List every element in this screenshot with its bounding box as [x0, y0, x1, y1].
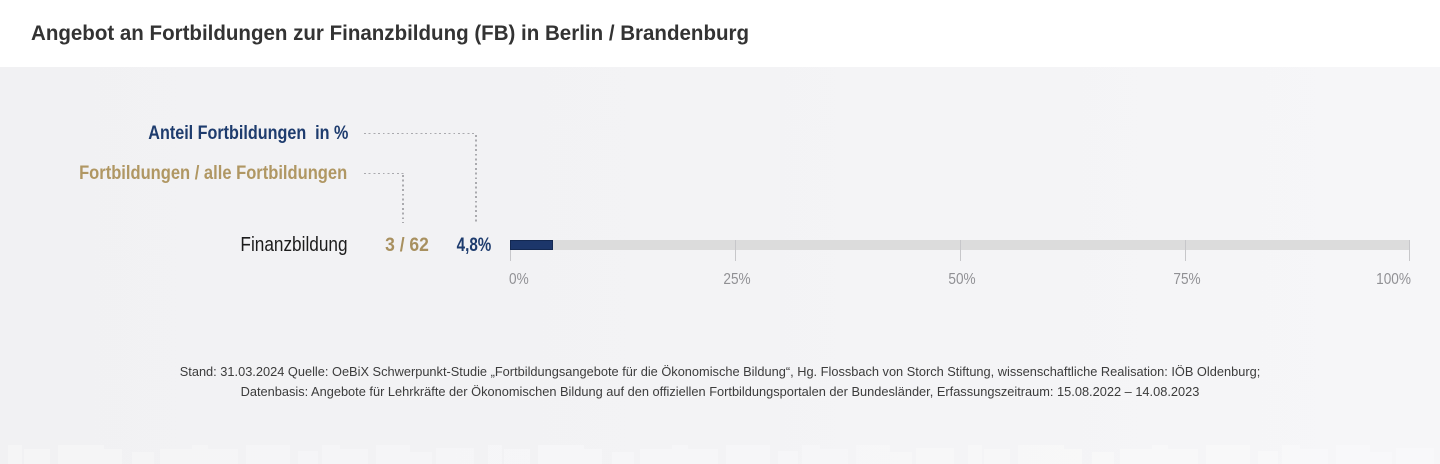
- axis-tick-25: [735, 240, 736, 261]
- axis-label-0: 0%: [509, 270, 529, 288]
- legend-ratio-connector-horizontal: [364, 172, 404, 175]
- axis-label-75: 75%: [1173, 270, 1201, 288]
- axis-tick-100: [1409, 240, 1410, 261]
- legend-ratio-label: Fortbildungen / alle Fortbildungen: [78, 163, 347, 185]
- footer-line-2: Datenbasis: Angebote für Lehrkräfte der …: [240, 383, 1200, 399]
- chart-title: Angebot an Fortbildungen zur Finanzbildu…: [31, 22, 750, 45]
- skyline-watermark: [0, 443, 1440, 464]
- category-label: Finanzbildung: [240, 234, 348, 256]
- legend-share-label: Anteil Fortbildungen in %: [147, 123, 348, 145]
- footer-note: Stand: 31.03.2024 Quelle: OeBiX Schwerpu…: [0, 362, 1440, 402]
- legend-ratio-connector-vertical: [402, 175, 404, 223]
- footer-line-1: Stand: 31.03.2024 Quelle: OeBiX Schwerpu…: [179, 363, 1261, 379]
- share-value: 4,8%: [456, 235, 491, 256]
- legend-share-connector-horizontal: [364, 132, 477, 135]
- axis-label-50: 50%: [948, 270, 976, 288]
- axis-tick-50: [960, 240, 961, 261]
- axis-label-25: 25%: [723, 270, 751, 288]
- ratio-value: 3 / 62: [385, 235, 429, 256]
- bar-fill: [510, 240, 553, 250]
- axis-tick-75: [1185, 240, 1186, 261]
- axis-tick-0: [510, 240, 511, 261]
- header-band: Angebot an Fortbildungen zur Finanzbildu…: [0, 0, 1440, 67]
- axis-label-100: 100%: [1376, 270, 1411, 288]
- legend-share-connector-vertical: [474, 135, 477, 223]
